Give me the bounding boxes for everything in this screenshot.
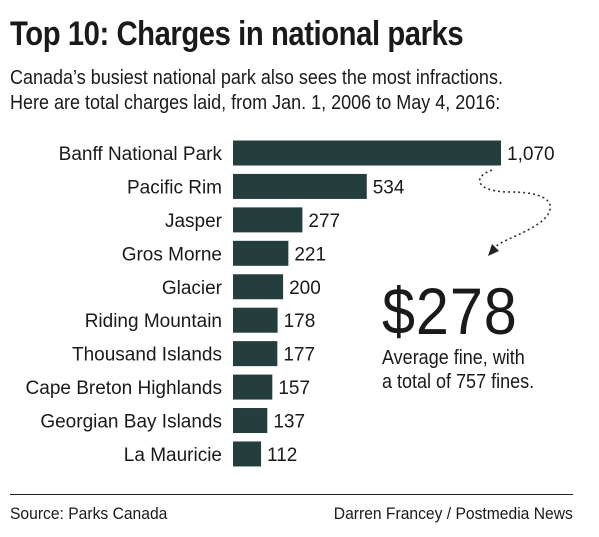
value-label: 1,070 xyxy=(507,144,555,165)
bar xyxy=(233,207,303,233)
bar xyxy=(233,341,278,367)
value-label: 534 xyxy=(373,177,405,198)
category-label: Gros Morne xyxy=(122,244,222,265)
source-note: Source: Parks Canada xyxy=(10,504,168,523)
bar xyxy=(233,173,367,199)
category-label: Glacier xyxy=(162,278,223,299)
category-label: Pacific Rim xyxy=(127,177,222,198)
average-fine-note-line-2: a total of 757 fines. xyxy=(382,371,535,393)
bar xyxy=(233,140,501,166)
callout-arrowhead xyxy=(488,244,499,256)
bar xyxy=(233,374,273,400)
bar xyxy=(233,307,278,333)
value-label: 112 xyxy=(267,445,297,466)
value-label: 157 xyxy=(278,378,310,399)
category-label: Banff National Park xyxy=(59,144,223,165)
chart-subtitle: Canada’s busiest national park also sees… xyxy=(10,66,503,116)
callout-connector xyxy=(478,169,552,249)
category-label: Jasper xyxy=(165,211,223,232)
bar-chart: Banff National Park 1,070 Pacific Rim 534 Ja… xyxy=(26,140,555,467)
bar xyxy=(233,274,284,300)
footer-divider xyxy=(10,494,573,495)
average-fine-callout: $278 Average fine, with a total of 757 f… xyxy=(382,278,582,394)
credit-note: Darren Francey / Postmedia News xyxy=(333,504,573,523)
bar xyxy=(233,408,268,434)
value-label: 137 xyxy=(273,412,305,433)
average-fine-amount: $278 xyxy=(382,274,518,348)
subtitle-line-2: Here are total charges laid, from Jan. 1… xyxy=(10,92,501,114)
value-label: 177 xyxy=(283,345,315,366)
category-label: Georgian Bay Islands xyxy=(40,412,222,433)
subtitle-line-1: Canada’s busiest national park also sees… xyxy=(10,67,503,89)
average-fine-note-line-1: Average fine, with xyxy=(382,347,525,369)
category-label: Thousand Islands xyxy=(72,345,222,366)
category-label: Riding Mountain xyxy=(85,311,222,332)
average-fine-note: Average fine, with a total of 757 fines. xyxy=(382,346,562,394)
category-label: La Mauricie xyxy=(124,445,222,466)
value-label: 178 xyxy=(284,311,316,332)
chart-title: Top 10: Charges in national parks xyxy=(10,15,464,53)
bar xyxy=(233,441,262,467)
value-label: 277 xyxy=(308,211,340,232)
bar xyxy=(233,240,289,266)
value-label: 221 xyxy=(294,244,326,265)
value-label: 200 xyxy=(289,278,321,299)
category-label: Cape Breton Highlands xyxy=(26,378,222,399)
